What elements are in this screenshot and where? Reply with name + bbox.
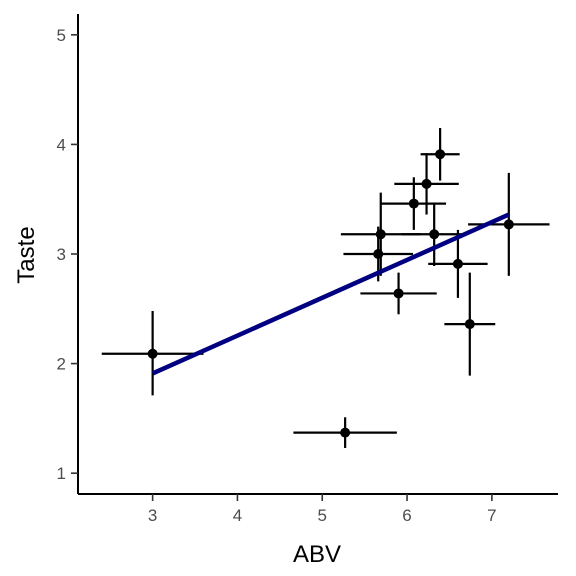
x-tick-label-5: 5	[318, 506, 327, 525]
x-axis-title: ABV	[293, 541, 341, 568]
y-tick-label-5: 5	[57, 26, 66, 45]
data-point-4	[376, 229, 386, 239]
fit-line-group	[153, 215, 509, 374]
data-point-7	[422, 179, 432, 189]
x-tick-label-4: 4	[233, 506, 242, 525]
data-point-8	[429, 229, 439, 239]
data-point-2	[340, 428, 350, 438]
data-point-12	[504, 219, 514, 229]
data-point-5	[394, 288, 404, 298]
data-point-3	[373, 249, 383, 259]
axes	[71, 14, 558, 501]
data-point-10	[453, 259, 463, 269]
data-point-9	[435, 149, 445, 159]
y-tick-label-4: 4	[57, 135, 66, 154]
y-tick-label-2: 2	[57, 355, 66, 374]
x-tick-label-3: 3	[148, 506, 157, 525]
data-point-11	[465, 319, 475, 329]
y-axis-title: Taste	[13, 226, 40, 283]
tick-labels: 3 4 5 6 7 1 2 3 4 5	[57, 26, 497, 525]
fit-line	[153, 215, 509, 374]
data-point-6	[409, 199, 419, 209]
error-bars	[102, 128, 550, 448]
y-tick-label-1: 1	[57, 464, 66, 483]
x-tick-label-7: 7	[487, 506, 496, 525]
y-tick-label-3: 3	[57, 245, 66, 264]
x-tick-label-6: 6	[402, 506, 411, 525]
data-point-1	[148, 349, 158, 359]
